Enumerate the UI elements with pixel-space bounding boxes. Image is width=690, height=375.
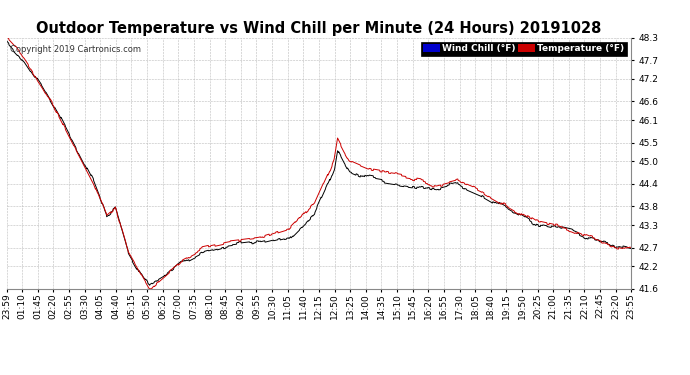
Text: Copyright 2019 Cartronics.com: Copyright 2019 Cartronics.com: [10, 45, 141, 54]
Legend: Wind Chill (°F), Temperature (°F): Wind Chill (°F), Temperature (°F): [421, 42, 627, 56]
Title: Outdoor Temperature vs Wind Chill per Minute (24 Hours) 20191028: Outdoor Temperature vs Wind Chill per Mi…: [37, 21, 602, 36]
